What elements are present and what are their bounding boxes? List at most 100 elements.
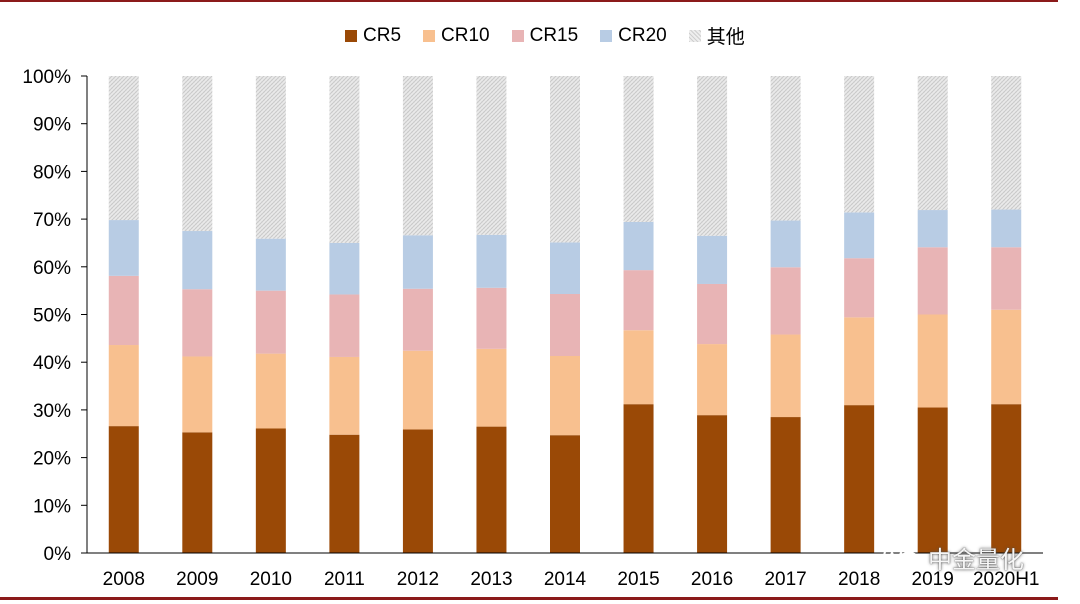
legend-label-cr20: CR20 xyxy=(618,24,667,46)
x-tick-label: 2017 xyxy=(764,569,806,590)
bar-segment-cr5-2016 xyxy=(697,415,728,553)
bar-segment-cr20-2008 xyxy=(108,220,139,276)
bar-segment-cr15-2008 xyxy=(108,275,139,346)
y-tick-label: 0% xyxy=(44,544,72,565)
bar-segment-cr10-2018 xyxy=(844,317,875,406)
bar-segment-cr15-2019 xyxy=(917,247,948,315)
bar-segment-cr5-2012 xyxy=(402,429,433,553)
bar-segment-cr20-2015 xyxy=(623,221,654,271)
bar-segment-cr15-2012 xyxy=(402,288,433,351)
bar-segment-cr20-2010 xyxy=(255,238,286,291)
bar-segment--2020H1 xyxy=(991,76,1022,210)
bar-segment-cr10-2012 xyxy=(402,350,433,430)
bar-segment--2010 xyxy=(255,76,286,239)
bar-segment-cr15-2013 xyxy=(476,287,507,349)
bar-segment-cr20-2012 xyxy=(402,235,433,289)
bar-segment--2011 xyxy=(329,76,360,243)
bar-segment-cr10-2016 xyxy=(697,344,728,416)
legend-swatch-cr15 xyxy=(511,29,524,42)
legend-label-cr15: CR15 xyxy=(529,24,579,46)
bar-segment-cr5-2011 xyxy=(329,434,360,553)
bar-segment-cr20-2016 xyxy=(697,235,728,284)
bar-segment-cr10-2011 xyxy=(329,356,360,435)
x-tick-label: 2014 xyxy=(544,569,587,590)
bar-segment-cr20-2020H1 xyxy=(991,209,1022,248)
legend: CR5 CR10 CR15 CR20 其他 xyxy=(345,22,745,49)
wechat-icon xyxy=(883,544,921,570)
bar-segment-cr15-2020H1 xyxy=(991,247,1022,310)
bar-segment--2016 xyxy=(697,76,728,236)
bar-segment-cr15-2014 xyxy=(550,293,580,356)
x-tick-label: 2015 xyxy=(617,569,659,590)
bar-segment-cr15-2011 xyxy=(329,294,360,357)
bar-segment-cr15-2009 xyxy=(182,289,213,357)
bar-segment--2019 xyxy=(917,76,948,211)
bar-segment-cr15-2016 xyxy=(697,283,728,345)
bar-segment-cr10-2017 xyxy=(770,334,801,418)
bar-segment-cr5-2015 xyxy=(623,404,654,553)
y-tick-label: 60% xyxy=(33,258,71,279)
y-tick-label: 70% xyxy=(33,210,71,231)
bar-segment--2012 xyxy=(402,76,433,236)
bar-segment-cr15-2015 xyxy=(623,270,654,331)
bar-segment-cr20-2011 xyxy=(329,242,360,295)
bar-segment-cr20-2013 xyxy=(476,234,507,288)
y-tick-label: 30% xyxy=(33,401,71,422)
top-rule xyxy=(0,0,1058,2)
bar-segment-cr5-2020H1 xyxy=(991,404,1022,553)
bar-segment-cr5-2014 xyxy=(550,435,580,553)
x-tick-label: 2016 xyxy=(691,569,733,590)
bar-segment-cr5-2018 xyxy=(844,405,875,553)
bar-segment--2008 xyxy=(108,76,139,221)
legend-item-cr15: CR15 xyxy=(511,24,579,47)
legend-label-other: 其他 xyxy=(706,27,745,48)
bar-segment-cr10-2009 xyxy=(182,356,213,433)
y-tick-label: 100% xyxy=(22,67,71,88)
bar-segment-cr10-2014 xyxy=(550,355,580,436)
y-tick-label: 90% xyxy=(33,115,71,136)
watermark-text: 中金量化 xyxy=(928,547,1024,574)
bar-segment-cr5-2017 xyxy=(770,417,801,553)
y-tick-label: 80% xyxy=(33,162,71,183)
bar-segment-cr15-2018 xyxy=(844,258,875,318)
x-tick-label: 2012 xyxy=(397,569,439,590)
y-tick-label: 40% xyxy=(33,353,71,374)
x-tick-label: 2018 xyxy=(838,569,880,590)
bar-segment-cr5-2010 xyxy=(255,428,286,553)
legend-label-cr5: CR5 xyxy=(363,24,402,46)
bar-segment-cr10-2013 xyxy=(476,348,507,427)
bar-segment-cr20-2017 xyxy=(770,220,801,268)
bar-segment-cr5-2019 xyxy=(917,407,948,553)
bar-segment-cr5-2013 xyxy=(476,426,507,553)
legend-item-cr5: CR5 xyxy=(345,25,401,47)
bar-segment-cr10-2015 xyxy=(623,330,654,405)
bar-segment-cr15-2017 xyxy=(770,267,801,335)
bar-segment-cr15-2010 xyxy=(255,290,286,354)
y-tick-label: 50% xyxy=(33,306,71,327)
x-tick-label: 2020H1 xyxy=(973,569,1040,590)
watermark: 中金量化 xyxy=(882,540,1024,575)
legend-swatch-cr5 xyxy=(345,29,357,42)
x-tick-label: 2009 xyxy=(176,569,218,590)
bar-segment-cr20-2014 xyxy=(550,242,580,294)
x-tick-label: 2010 xyxy=(250,569,292,590)
bar-segment-cr10-2020H1 xyxy=(991,309,1022,405)
bar-segment-cr20-2009 xyxy=(182,231,213,290)
bar-segment-cr10-2008 xyxy=(108,345,139,427)
bar-segment--2014 xyxy=(550,76,580,243)
y-tick-label: 20% xyxy=(33,449,71,470)
bar-segment-cr20-2018 xyxy=(844,212,875,259)
bottom-rule xyxy=(0,597,1058,600)
bar-segment--2017 xyxy=(770,76,801,221)
bar-segment-cr5-2008 xyxy=(108,426,139,553)
bar-segment-cr20-2019 xyxy=(917,210,948,248)
x-tick-label: 2013 xyxy=(470,569,512,590)
x-tick-label: 2019 xyxy=(912,569,954,590)
legend-label-cr10: CR10 xyxy=(441,24,490,46)
bar-segment--2009 xyxy=(182,76,213,232)
bar-segment-cr10-2010 xyxy=(255,353,286,429)
legend-swatch-cr20 xyxy=(600,29,613,42)
legend-swatch-cr10 xyxy=(423,29,436,42)
x-tick-label: 2008 xyxy=(103,569,145,590)
